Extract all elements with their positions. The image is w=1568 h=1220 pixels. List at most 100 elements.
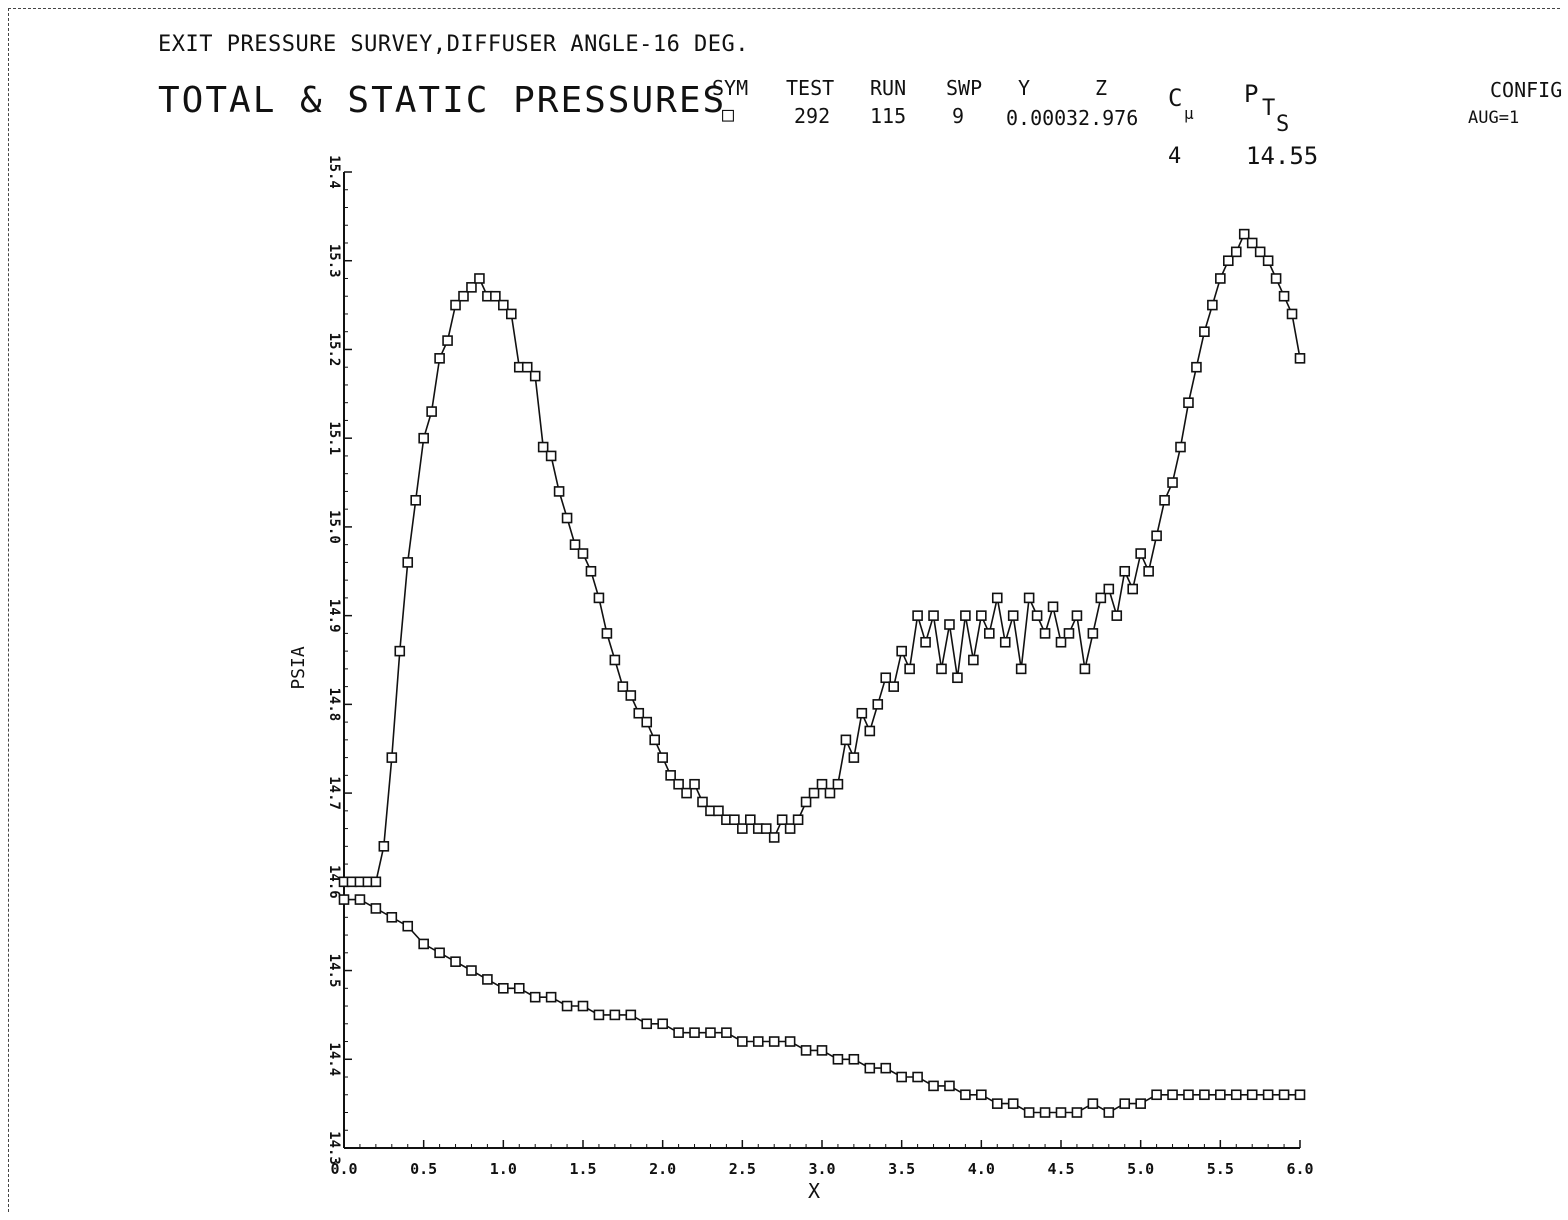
series-2 bbox=[338, 894, 1306, 1118]
data-point bbox=[991, 592, 1003, 604]
legend-header-config: CONFIG bbox=[1490, 78, 1563, 102]
data-point bbox=[1103, 583, 1115, 595]
data-point bbox=[689, 778, 700, 790]
legend-header-pts-sub2: S bbox=[1276, 112, 1290, 137]
data-point bbox=[1246, 1089, 1258, 1101]
data-point bbox=[760, 823, 772, 834]
data-point bbox=[537, 441, 549, 453]
data-point bbox=[896, 645, 907, 657]
data-point bbox=[673, 778, 684, 790]
data-point bbox=[928, 1080, 939, 1092]
data-point bbox=[832, 778, 844, 790]
y-tick-label: 15.0 bbox=[326, 510, 342, 544]
data-point bbox=[768, 1036, 780, 1047]
data-point bbox=[944, 619, 955, 630]
data-point bbox=[689, 1027, 700, 1038]
legend-header-pts-sub1: T bbox=[1262, 96, 1276, 121]
data-point bbox=[1063, 628, 1075, 639]
data-point bbox=[1055, 636, 1067, 648]
data-point bbox=[1055, 1107, 1067, 1118]
data-point bbox=[577, 1000, 589, 1012]
y-tick-label: 15.4 bbox=[326, 155, 342, 189]
data-point bbox=[752, 1036, 764, 1047]
data-point bbox=[737, 1036, 748, 1047]
data-point bbox=[402, 920, 414, 932]
data-point bbox=[1294, 353, 1306, 364]
data-point bbox=[824, 787, 836, 799]
data-point bbox=[768, 832, 780, 843]
data-point bbox=[418, 432, 429, 444]
legend-header-sym: SYM bbox=[712, 76, 749, 100]
legend-header-z: Z bbox=[1095, 76, 1108, 100]
x-tick-label: 3.5 bbox=[888, 1160, 915, 1178]
data-point bbox=[513, 982, 525, 994]
series-1 bbox=[338, 228, 1306, 888]
legend-header-pts: P bbox=[1244, 80, 1259, 108]
data-point bbox=[705, 1027, 716, 1038]
data-point bbox=[999, 636, 1011, 648]
x-tick-label: 5.5 bbox=[1207, 1160, 1234, 1178]
x-tick-label: 2.5 bbox=[729, 1160, 756, 1178]
data-point bbox=[792, 814, 804, 826]
data-point bbox=[585, 565, 597, 577]
data-point bbox=[1135, 548, 1146, 559]
data-point bbox=[848, 1053, 860, 1065]
data-point bbox=[609, 1009, 621, 1021]
data-point bbox=[936, 663, 947, 675]
data-point bbox=[1015, 663, 1027, 675]
x-tick-label: 3.0 bbox=[808, 1160, 835, 1178]
data-point bbox=[960, 610, 971, 621]
data-point bbox=[816, 778, 828, 790]
data-point bbox=[450, 956, 461, 967]
data-point bbox=[896, 1071, 907, 1083]
legend-header-swp: SWP bbox=[946, 76, 983, 100]
data-point bbox=[1095, 592, 1107, 604]
legend-header-cmu-sub: µ bbox=[1184, 104, 1194, 123]
y-tick-label: 15.2 bbox=[326, 333, 342, 367]
data-point bbox=[434, 353, 445, 364]
data-point bbox=[1071, 610, 1083, 621]
data-point bbox=[1223, 255, 1234, 267]
data-point bbox=[1087, 628, 1099, 639]
data-point bbox=[729, 814, 740, 826]
data-point bbox=[1183, 397, 1194, 408]
data-point bbox=[521, 361, 533, 373]
data-point bbox=[1127, 583, 1138, 595]
data-point bbox=[1023, 592, 1035, 604]
data-point bbox=[426, 406, 437, 417]
data-point bbox=[657, 1018, 668, 1030]
data-point bbox=[1119, 565, 1131, 577]
data-point bbox=[386, 752, 398, 763]
series-group bbox=[338, 228, 1306, 1118]
data-point bbox=[1111, 610, 1123, 621]
data-point bbox=[1023, 1107, 1035, 1118]
y-tick-label: 14.3 bbox=[326, 1131, 342, 1165]
data-point bbox=[1286, 308, 1298, 320]
data-point bbox=[1039, 628, 1051, 639]
data-point bbox=[1262, 1089, 1274, 1101]
x-tick-label: 4.0 bbox=[968, 1160, 995, 1178]
data-point bbox=[625, 690, 637, 701]
data-point bbox=[737, 823, 748, 834]
data-point bbox=[1007, 610, 1019, 621]
data-point bbox=[944, 1080, 955, 1092]
data-point bbox=[1238, 228, 1250, 240]
data-point bbox=[386, 912, 398, 923]
data-point bbox=[641, 1018, 653, 1030]
data-point bbox=[474, 273, 485, 284]
data-point bbox=[1031, 610, 1043, 621]
y-tick-label: 15.3 bbox=[326, 244, 342, 278]
data-point bbox=[872, 699, 884, 710]
x-axis-label: X bbox=[808, 1179, 820, 1203]
legend-symbol: □ bbox=[722, 102, 735, 126]
data-point bbox=[1143, 565, 1154, 577]
data-point bbox=[1007, 1098, 1019, 1109]
data-point bbox=[370, 876, 382, 888]
data-point bbox=[1199, 326, 1210, 338]
data-point bbox=[928, 610, 939, 621]
data-point bbox=[609, 654, 621, 666]
y-tick-label: 14.5 bbox=[326, 954, 342, 988]
legend-y: 0.000 bbox=[1006, 106, 1067, 130]
data-point bbox=[442, 335, 453, 346]
data-point bbox=[784, 823, 796, 834]
